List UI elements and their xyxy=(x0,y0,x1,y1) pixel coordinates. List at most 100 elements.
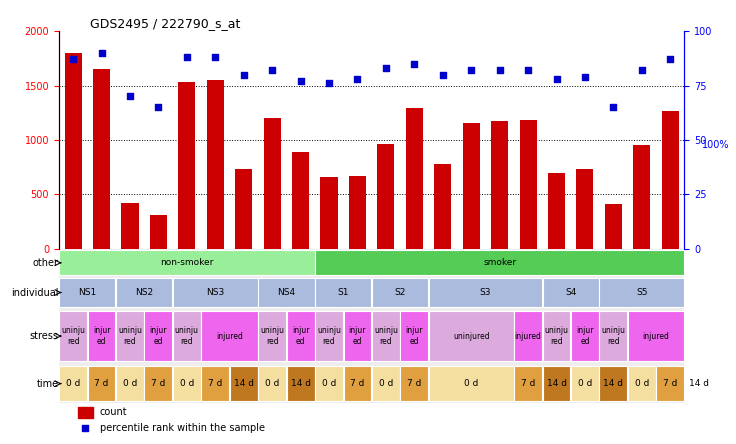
Text: injur
ed: injur ed xyxy=(149,326,167,346)
FancyBboxPatch shape xyxy=(116,366,144,401)
Point xyxy=(352,75,364,83)
FancyBboxPatch shape xyxy=(286,366,314,401)
Point xyxy=(465,67,477,74)
Text: NS1: NS1 xyxy=(78,288,96,297)
FancyBboxPatch shape xyxy=(258,311,286,361)
Text: time: time xyxy=(37,379,59,388)
Point xyxy=(152,104,164,111)
FancyBboxPatch shape xyxy=(88,311,116,361)
FancyBboxPatch shape xyxy=(344,311,372,361)
FancyBboxPatch shape xyxy=(514,311,542,361)
FancyBboxPatch shape xyxy=(258,366,286,401)
FancyBboxPatch shape xyxy=(144,311,172,361)
Text: S5: S5 xyxy=(636,288,648,297)
Text: injur
ed: injur ed xyxy=(349,326,367,346)
Point xyxy=(181,54,193,61)
FancyBboxPatch shape xyxy=(542,366,570,401)
Point xyxy=(437,71,449,78)
FancyBboxPatch shape xyxy=(116,278,172,307)
Text: GDS2495 / 222790_s_at: GDS2495 / 222790_s_at xyxy=(90,17,241,30)
Bar xyxy=(93,69,110,249)
Bar xyxy=(491,122,508,249)
Text: 7 d: 7 d xyxy=(407,379,422,388)
FancyBboxPatch shape xyxy=(173,278,258,307)
Text: 14 d: 14 d xyxy=(234,379,254,388)
Point xyxy=(79,424,91,432)
Text: NS4: NS4 xyxy=(277,288,295,297)
Bar xyxy=(520,120,537,249)
FancyBboxPatch shape xyxy=(59,311,87,361)
FancyBboxPatch shape xyxy=(429,278,542,307)
Text: 0 d: 0 d xyxy=(634,379,649,388)
Text: injured: injured xyxy=(514,332,542,341)
FancyBboxPatch shape xyxy=(230,366,258,401)
FancyBboxPatch shape xyxy=(286,311,314,361)
Text: 7 d: 7 d xyxy=(663,379,677,388)
Text: 7 d: 7 d xyxy=(521,379,535,388)
Text: uninjured: uninjured xyxy=(453,332,489,341)
FancyBboxPatch shape xyxy=(571,366,599,401)
FancyBboxPatch shape xyxy=(372,278,428,307)
Text: 0 d: 0 d xyxy=(123,379,137,388)
Point xyxy=(266,67,278,74)
FancyBboxPatch shape xyxy=(542,278,599,307)
Bar xyxy=(378,144,394,249)
FancyBboxPatch shape xyxy=(628,366,656,401)
Text: percentile rank within the sample: percentile rank within the sample xyxy=(99,423,264,433)
FancyBboxPatch shape xyxy=(88,366,116,401)
Point xyxy=(408,60,420,67)
Point xyxy=(494,67,506,74)
Bar xyxy=(463,123,480,249)
Text: other: other xyxy=(33,258,59,268)
Text: injur
ed: injur ed xyxy=(576,326,594,346)
Bar xyxy=(633,146,651,249)
Point xyxy=(67,56,79,63)
Text: 0 d: 0 d xyxy=(265,379,280,388)
Text: uninju
red: uninju red xyxy=(175,326,199,346)
Point xyxy=(124,93,136,100)
Bar xyxy=(236,170,252,249)
Bar xyxy=(434,164,451,249)
Text: 14 d: 14 d xyxy=(689,379,709,388)
Text: 0 d: 0 d xyxy=(464,379,478,388)
Text: injured: injured xyxy=(643,332,670,341)
Point xyxy=(523,67,534,74)
FancyBboxPatch shape xyxy=(315,311,343,361)
Point xyxy=(209,54,221,61)
Text: S2: S2 xyxy=(394,288,406,297)
Point xyxy=(665,56,676,63)
Point xyxy=(238,71,250,78)
Bar xyxy=(121,203,138,249)
FancyBboxPatch shape xyxy=(202,311,258,361)
FancyBboxPatch shape xyxy=(657,366,684,401)
Text: stress: stress xyxy=(30,331,59,341)
Text: uninju
red: uninju red xyxy=(545,326,568,346)
Bar xyxy=(292,152,309,249)
Text: uninju
red: uninju red xyxy=(260,326,284,346)
Bar xyxy=(78,407,93,418)
Text: S4: S4 xyxy=(565,288,576,297)
Text: uninju
red: uninju red xyxy=(317,326,341,346)
Point xyxy=(294,78,306,85)
Text: uninju
red: uninju red xyxy=(61,326,85,346)
Text: smoker: smoker xyxy=(483,258,516,267)
Bar xyxy=(320,177,338,249)
Text: 14 d: 14 d xyxy=(547,379,567,388)
Text: uninju
red: uninju red xyxy=(601,326,626,346)
Text: 7 d: 7 d xyxy=(151,379,166,388)
FancyBboxPatch shape xyxy=(599,278,684,307)
Text: 0 d: 0 d xyxy=(379,379,393,388)
Bar xyxy=(576,170,593,249)
Text: 0 d: 0 d xyxy=(66,379,80,388)
FancyBboxPatch shape xyxy=(514,366,542,401)
FancyBboxPatch shape xyxy=(571,311,599,361)
Point xyxy=(380,64,392,71)
FancyBboxPatch shape xyxy=(599,311,627,361)
Text: injur
ed: injur ed xyxy=(406,326,423,346)
FancyBboxPatch shape xyxy=(202,366,229,401)
FancyBboxPatch shape xyxy=(599,366,627,401)
Text: individual: individual xyxy=(11,288,59,297)
Bar xyxy=(548,173,565,249)
Text: injured: injured xyxy=(216,332,243,341)
FancyBboxPatch shape xyxy=(59,366,87,401)
